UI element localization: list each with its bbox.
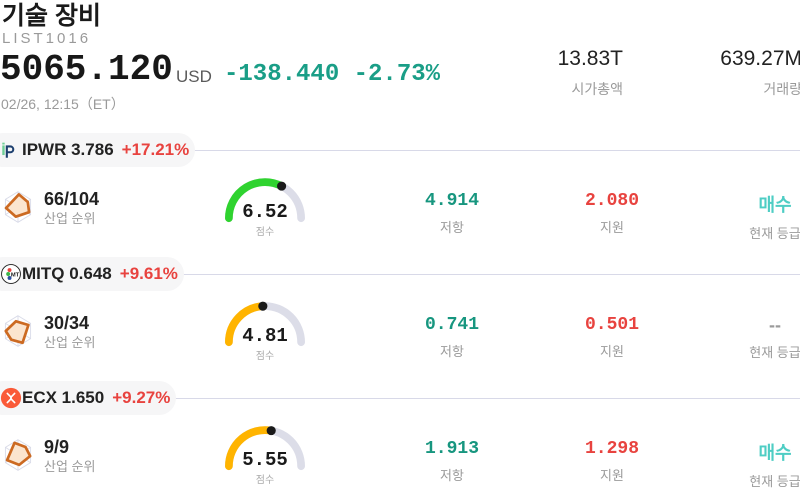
- svg-text:MT: MT: [11, 272, 20, 278]
